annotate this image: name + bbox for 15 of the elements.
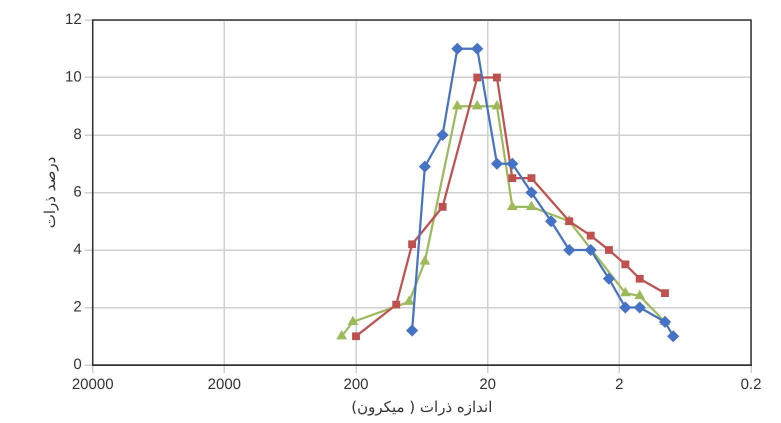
y-tick-label: 12 xyxy=(64,11,82,28)
y-tick-label: 8 xyxy=(73,126,82,144)
y-axis-title: درصد ذرات xyxy=(40,156,59,228)
x-tick-label: 20000 xyxy=(72,376,114,394)
x-axis-title: اندازه ذرات ( میکرون) xyxy=(351,398,492,416)
x-tick-label: 20 xyxy=(479,376,496,394)
x-tick-label: 2 xyxy=(615,376,624,394)
x-tick-label: 200 xyxy=(343,376,369,394)
x-tick-label: 2000 xyxy=(208,376,242,394)
y-tick-label: 6 xyxy=(73,184,82,201)
y-tick-label: 4 xyxy=(73,241,82,258)
y-tick-label: 2 xyxy=(73,298,82,316)
x-tick-label: 0.2 xyxy=(740,376,762,394)
y-tick-label: 10 xyxy=(64,68,82,86)
y-tick-label: 0 xyxy=(73,356,82,374)
